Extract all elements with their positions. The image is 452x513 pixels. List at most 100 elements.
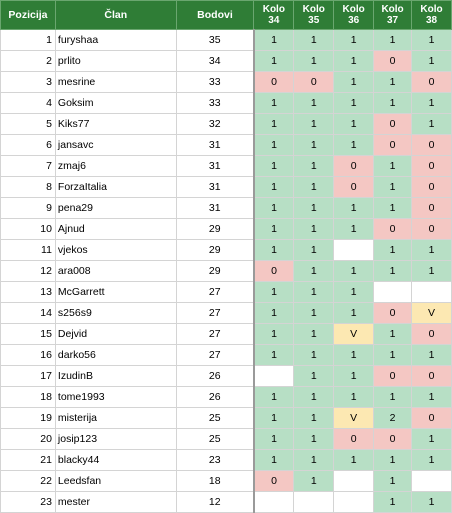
- cell-bodovi[interactable]: 29: [175, 218, 255, 240]
- cell-kolo-38[interactable]: 1: [411, 491, 452, 513]
- cell-bodovi[interactable]: 27: [175, 344, 255, 366]
- cell-kolo-38[interactable]: 0: [411, 134, 452, 156]
- header-kolo-36[interactable]: Kolo 36: [333, 0, 375, 30]
- cell-kolo-37[interactable]: [373, 281, 413, 303]
- cell-kolo-35[interactable]: 1: [293, 428, 335, 450]
- cell-pozicija[interactable]: 11: [0, 239, 56, 261]
- cell-clan[interactable]: mesrine: [54, 71, 177, 93]
- cell-kolo-37[interactable]: 1: [373, 155, 413, 177]
- cell-kolo-36[interactable]: 1: [333, 197, 375, 219]
- header-bodovi[interactable]: Bodovi: [175, 0, 255, 30]
- cell-clan[interactable]: s256s9: [54, 302, 177, 324]
- cell-kolo-37[interactable]: 1: [373, 323, 413, 345]
- cell-bodovi[interactable]: 31: [175, 197, 255, 219]
- table-row[interactable]: 13 McGarrett 27 1 1 1: [0, 281, 452, 303]
- table-row[interactable]: 22 Leedsfan 18 0 1 1: [0, 470, 452, 492]
- cell-kolo-34[interactable]: 1: [253, 323, 295, 345]
- cell-pozicija[interactable]: 7: [0, 155, 56, 177]
- table-row[interactable]: 18 tome1993 26 1 1 1 1 1: [0, 386, 452, 408]
- cell-pozicija[interactable]: 1: [0, 29, 56, 51]
- cell-bodovi[interactable]: 18: [175, 470, 255, 492]
- cell-kolo-36[interactable]: [333, 470, 375, 492]
- cell-kolo-35[interactable]: 1: [293, 407, 335, 429]
- cell-kolo-35[interactable]: 1: [293, 449, 335, 471]
- cell-kolo-35[interactable]: 1: [293, 134, 335, 156]
- cell-kolo-36[interactable]: 0: [333, 155, 375, 177]
- cell-kolo-35[interactable]: 1: [293, 323, 335, 345]
- cell-kolo-34[interactable]: 1: [253, 407, 295, 429]
- cell-bodovi[interactable]: 23: [175, 449, 255, 471]
- cell-kolo-36[interactable]: 1: [333, 113, 375, 135]
- cell-kolo-38[interactable]: 0: [411, 407, 452, 429]
- cell-kolo-37[interactable]: 1: [373, 386, 413, 408]
- cell-bodovi[interactable]: 33: [175, 71, 255, 93]
- header-clan[interactable]: Član: [54, 0, 177, 30]
- cell-kolo-36[interactable]: 1: [333, 344, 375, 366]
- cell-kolo-35[interactable]: 1: [293, 113, 335, 135]
- cell-kolo-35[interactable]: 1: [293, 239, 335, 261]
- cell-kolo-35[interactable]: 1: [293, 218, 335, 240]
- cell-bodovi[interactable]: 27: [175, 281, 255, 303]
- cell-kolo-37[interactable]: 1: [373, 470, 413, 492]
- cell-pozicija[interactable]: 8: [0, 176, 56, 198]
- cell-pozicija[interactable]: 4: [0, 92, 56, 114]
- cell-kolo-35[interactable]: 1: [293, 260, 335, 282]
- cell-pozicija[interactable]: 10: [0, 218, 56, 240]
- cell-kolo-38[interactable]: 0: [411, 197, 452, 219]
- cell-kolo-34[interactable]: 1: [253, 218, 295, 240]
- cell-pozicija[interactable]: 18: [0, 386, 56, 408]
- table-row[interactable]: 20 josip123 25 1 1 0 0 1: [0, 428, 452, 450]
- cell-kolo-36[interactable]: 1: [333, 302, 375, 324]
- cell-clan[interactable]: prlito: [54, 50, 177, 72]
- cell-pozicija[interactable]: 2: [0, 50, 56, 72]
- cell-clan[interactable]: Dejvid: [54, 323, 177, 345]
- cell-kolo-37[interactable]: 0: [373, 50, 413, 72]
- cell-kolo-34[interactable]: 1: [253, 134, 295, 156]
- cell-kolo-36[interactable]: 1: [333, 449, 375, 471]
- cell-bodovi[interactable]: 35: [175, 29, 255, 51]
- cell-clan[interactable]: IzudinB: [54, 365, 177, 387]
- cell-bodovi[interactable]: 31: [175, 176, 255, 198]
- cell-pozicija[interactable]: 23: [0, 491, 56, 513]
- cell-kolo-38[interactable]: [411, 281, 452, 303]
- cell-clan[interactable]: Leedsfan: [54, 470, 177, 492]
- cell-bodovi[interactable]: 29: [175, 260, 255, 282]
- cell-kolo-34[interactable]: 1: [253, 92, 295, 114]
- table-row[interactable]: 5 Kiks77 32 1 1 1 0 1: [0, 113, 452, 135]
- cell-kolo-34[interactable]: 1: [253, 302, 295, 324]
- cell-clan[interactable]: ara008: [54, 260, 177, 282]
- cell-clan[interactable]: mester: [54, 491, 177, 513]
- cell-kolo-34[interactable]: 1: [253, 449, 295, 471]
- cell-bodovi[interactable]: 27: [175, 302, 255, 324]
- cell-kolo-34[interactable]: 1: [253, 197, 295, 219]
- cell-kolo-38[interactable]: 1: [411, 449, 452, 471]
- cell-clan[interactable]: Kiks77: [54, 113, 177, 135]
- cell-kolo-36[interactable]: [333, 239, 375, 261]
- cell-kolo-38[interactable]: 0: [411, 155, 452, 177]
- cell-pozicija[interactable]: 22: [0, 470, 56, 492]
- cell-kolo-34[interactable]: 1: [253, 239, 295, 261]
- cell-kolo-34[interactable]: 1: [253, 29, 295, 51]
- cell-kolo-38[interactable]: 1: [411, 239, 452, 261]
- cell-kolo-34[interactable]: 1: [253, 176, 295, 198]
- cell-clan[interactable]: pena29: [54, 197, 177, 219]
- cell-pozicija[interactable]: 20: [0, 428, 56, 450]
- cell-kolo-34[interactable]: 1: [253, 281, 295, 303]
- cell-kolo-37[interactable]: 1: [373, 491, 413, 513]
- table-row[interactable]: 11 vjekos 29 1 1 1 1: [0, 239, 452, 261]
- table-row[interactable]: 2 prlito 34 1 1 1 0 1: [0, 50, 452, 72]
- cell-kolo-36[interactable]: V: [333, 407, 375, 429]
- cell-kolo-37[interactable]: 0: [373, 134, 413, 156]
- cell-kolo-38[interactable]: 1: [411, 50, 452, 72]
- cell-kolo-35[interactable]: 1: [293, 344, 335, 366]
- cell-kolo-34[interactable]: 1: [253, 386, 295, 408]
- cell-kolo-35[interactable]: 0: [293, 71, 335, 93]
- table-row[interactable]: 8 ForzaItalia 31 1 1 0 1 0: [0, 176, 452, 198]
- cell-clan[interactable]: blacky44: [54, 449, 177, 471]
- cell-pozicija[interactable]: 16: [0, 344, 56, 366]
- cell-pozicija[interactable]: 5: [0, 113, 56, 135]
- cell-kolo-38[interactable]: 0: [411, 365, 452, 387]
- table-row[interactable]: 12 ara008 29 0 1 1 1 1: [0, 260, 452, 282]
- cell-kolo-35[interactable]: 1: [293, 50, 335, 72]
- header-pozicija[interactable]: Pozicija: [0, 0, 56, 30]
